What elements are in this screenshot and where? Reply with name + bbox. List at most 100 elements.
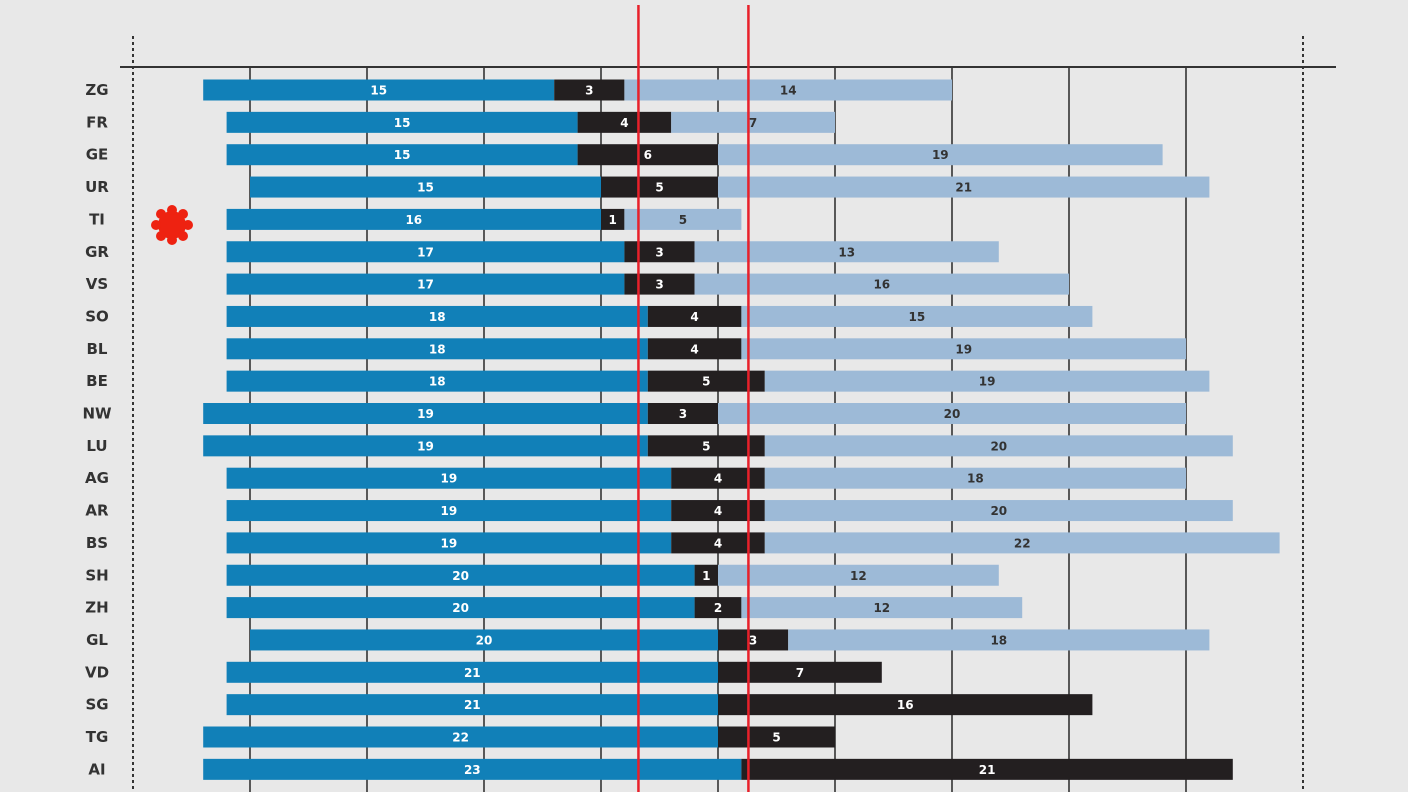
bar-segment: [226, 467, 672, 489]
bar-segment: [601, 176, 718, 198]
bar-segment: [226, 111, 578, 133]
category-label: SG: [85, 696, 108, 714]
bar-segment: [226, 305, 648, 327]
bar-segment: [718, 403, 1186, 424]
bar-value-label: 15: [909, 310, 926, 324]
bar-segment: [741, 597, 1023, 619]
bar-value-label: 4: [714, 504, 722, 518]
bar-segment: [624, 208, 742, 230]
bar-value-label: 15: [394, 116, 411, 130]
bar-value-label: 5: [679, 213, 687, 227]
bar-value-label: 20: [990, 504, 1007, 518]
bar-value-label: 2: [714, 601, 722, 615]
category-label: BL: [87, 340, 108, 358]
bar-segment: [671, 532, 765, 554]
bar-segment: [226, 564, 695, 586]
bar-segment: [694, 597, 742, 619]
category-label: AG: [85, 469, 109, 487]
bar-value-label: 21: [464, 698, 481, 712]
bar-segment: [250, 176, 601, 198]
category-label: VD: [85, 663, 109, 681]
bar-value-label: 15: [370, 84, 387, 98]
bar-segment: [203, 79, 555, 101]
category-label: UR: [85, 178, 109, 196]
bar-value-label: 1: [702, 569, 710, 583]
bar-value-label: 20: [452, 601, 469, 615]
bar-value-label: 19: [441, 472, 458, 486]
bar-value-label: 23: [464, 763, 481, 777]
bar-segment: [718, 564, 999, 586]
bar-segment: [203, 403, 648, 424]
bar-segment: [741, 338, 1186, 360]
bar-value-label: 18: [990, 633, 1007, 647]
bar-value-label: 21: [464, 666, 481, 680]
category-label: GR: [85, 243, 109, 261]
bar-value-label: 19: [417, 439, 434, 453]
bar-segment: [764, 370, 1210, 392]
category-label: GL: [86, 631, 108, 649]
bar-segment: [226, 661, 718, 683]
category-label: NW: [82, 405, 112, 423]
category-label: BE: [86, 372, 108, 390]
category-label: AI: [88, 760, 105, 778]
bar-segment: [624, 273, 695, 295]
category-label: ZH: [85, 599, 108, 617]
bar-segment: [226, 273, 625, 295]
bar-value-label: 4: [620, 116, 628, 130]
bar-value-label: 19: [955, 342, 972, 356]
bar-segment: [226, 208, 601, 230]
bar-segment: [624, 79, 952, 101]
bar-value-label: 1: [609, 213, 617, 227]
category-label: AR: [85, 502, 109, 520]
category-label: ZG: [85, 81, 108, 99]
bar-value-label: 20: [452, 569, 469, 583]
bar-segment: [226, 144, 578, 166]
bar-value-label: 6: [644, 148, 652, 162]
bar-value-label: 18: [429, 342, 446, 356]
bar-value-label: 16: [405, 213, 422, 227]
bar-value-label: 3: [655, 278, 663, 292]
bar-value-label: 19: [932, 148, 949, 162]
category-label: VS: [86, 275, 108, 293]
bar-segment: [226, 532, 672, 554]
category-label: SH: [85, 566, 108, 584]
bar-segment: [718, 694, 1093, 716]
bar-value-label: 18: [967, 472, 984, 486]
bar-value-label: 17: [417, 245, 434, 259]
bar-segment: [647, 403, 718, 424]
bar-value-label: 19: [441, 536, 458, 550]
bar-segment: [718, 661, 882, 683]
bar-segment: [718, 144, 1163, 166]
bar-segment: [764, 500, 1233, 522]
bar-value-label: 4: [714, 472, 722, 486]
bar-segment: [226, 500, 672, 522]
bar-value-label: 15: [394, 148, 411, 162]
category-label: BS: [86, 534, 108, 552]
bar-segment: [694, 241, 999, 263]
bar-segment: [671, 500, 765, 522]
bar-value-label: 16: [897, 698, 914, 712]
bar-value-label: 12: [850, 569, 867, 583]
bar-segment: [671, 467, 765, 489]
bar-value-label: 22: [1014, 536, 1031, 550]
bar-segment: [203, 726, 718, 748]
bar-segment: [203, 435, 648, 457]
category-label: SO: [85, 307, 109, 325]
reference-lines: [637, 5, 750, 792]
bar-value-label: 18: [429, 375, 446, 389]
bar-value-label: 14: [780, 84, 797, 98]
bar-segment: [226, 370, 648, 392]
bar-value-label: 12: [873, 601, 890, 615]
bar-value-label: 20: [990, 439, 1007, 453]
bar-value-label: 3: [655, 245, 663, 259]
bar-segment: [577, 144, 718, 166]
bar-value-label: 21: [979, 763, 996, 777]
bar-segment: [203, 758, 742, 780]
bar-segment: [764, 435, 1233, 457]
bar-segment: [226, 338, 648, 360]
bar-value-label: 18: [429, 310, 446, 324]
bar-value-label: 5: [702, 439, 710, 453]
category-label: GE: [86, 146, 109, 164]
category-label: TI: [89, 210, 105, 228]
